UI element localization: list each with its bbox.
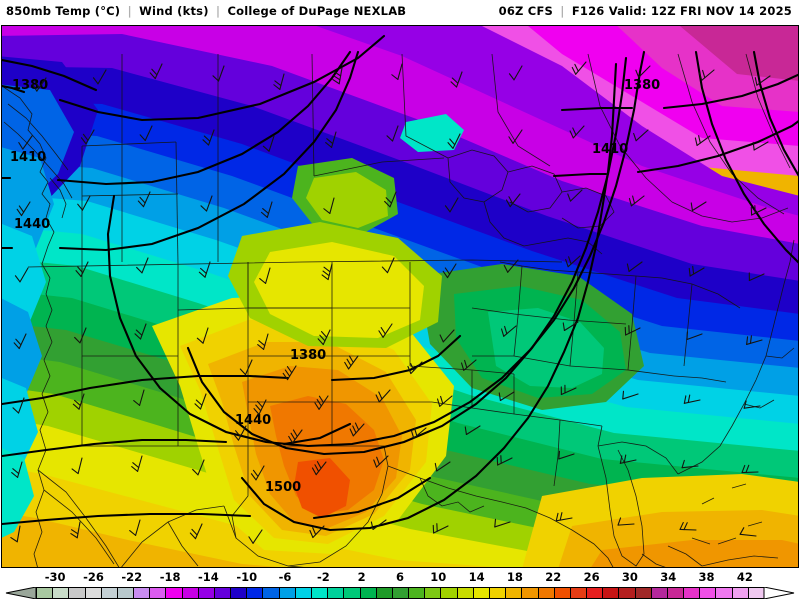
colorbar-swatch [133,587,151,599]
colorbar-swatch [731,587,749,599]
colorbar-swatch [375,587,393,599]
header-separator-1: | [127,4,132,18]
colorbar-tick-label: -18 [159,570,181,584]
contour-label-1410-ne: 1410 [592,142,628,157]
contour-label-1440-nw: 1440 [14,217,50,232]
colorbar-tick-label: 30 [621,570,638,584]
colorbar: -30 -26 -22 -18 -14 -10 -6 -2 2 6 10 14 18 22 26 30 34 38… [0,570,800,600]
colorbar-swatch [391,587,410,599]
colorbar-swatch [84,587,102,599]
colorbar-swatch [683,587,701,599]
temperature-field [2,26,798,567]
provider-label: College of DuPage NEXLAB [227,4,407,18]
colorbar-tick-label: -6 [278,570,292,584]
colorbar-swatch [553,587,571,599]
colorbar-swatch [52,587,70,599]
colorbar-swatch [408,587,426,599]
wind-barbs [10,61,771,544]
colorbar-tick-label: -14 [198,570,219,584]
colorbar-left-arrow [5,587,37,599]
colorbar-swatch [488,587,507,599]
product-label: 850mb Temp (°C) [6,4,121,18]
contour-label-1380-nw: 1380 [12,78,48,93]
colorbar-swatch [165,587,183,599]
colorbar-swatch [116,587,135,599]
colorbar-tick-label: 22 [545,570,562,584]
colorbar-swatch [246,587,264,599]
colorbar-swatch [36,587,54,599]
map-render: 1380 1410 1440 1380 1410 1380 1440 1500 [2,26,798,567]
colorbar-swatch [213,587,232,599]
colorbar-swatch [715,587,733,599]
colorbar-swatch [68,587,86,599]
colorbar-swatch [586,587,604,599]
header-title-left: 850mb Temp (°C) | Wind (kts) | College o… [6,4,406,18]
colorbar-tick-label: -30 [44,570,66,584]
model-run-label: 06Z CFS [498,4,553,18]
colorbar-swatch [602,587,620,599]
colorbar-tick-label: -2 [316,570,330,584]
overlay-label: Wind (kts) [139,4,209,18]
colorbar-swatch [505,587,523,599]
colorbar-swatch [343,587,361,599]
contour-label-1410-nw: 1410 [10,150,46,165]
colorbar-swatch [618,587,636,599]
colorbar-tick-label: -26 [83,570,104,584]
contour-label-1500-c: 1500 [265,480,301,495]
contour-label-1380-ne: 1380 [624,78,660,93]
colorbar-swatch [666,587,685,599]
colorbar-swatches [0,587,800,599]
colorbar-swatch [181,587,199,599]
colorbar-swatch [424,587,442,599]
colorbar-swatch [197,587,215,599]
colorbar-swatch [440,587,458,599]
colorbar-right-arrow [763,587,795,599]
colorbar-tick-label: 6 [395,570,405,584]
header-separator-2: | [215,4,221,18]
colorbar-swatch [634,587,652,599]
geography-outlines [2,53,795,567]
colorbar-tick-label: 34 [660,570,677,584]
header-separator-3: | [560,4,565,18]
colorbar-tick-label: 38 [698,570,715,584]
valid-time-label: F126 Valid: 12Z FRI NOV 14 2025 [571,4,792,18]
colorbar-swatch [472,587,490,599]
colorbar-swatch [230,587,248,599]
colorbar-tick-labels: -30 -26 -22 -18 -14 -10 -6 -2 2 6 10 14 18 22 26 30 34 38… [0,570,800,585]
colorbar-tick-label: 2 [357,570,366,584]
colorbar-tick-label: -10 [236,570,258,584]
colorbar-swatch [149,587,167,599]
colorbar-tick-label: 18 [506,570,523,584]
colorbar-tick-label: 42 [736,570,753,584]
contour-label-1440-c: 1440 [235,413,271,428]
colorbar-swatch [311,587,329,599]
colorbar-swatch [359,587,377,599]
colorbar-tick-label: 14 [468,570,485,584]
colorbar-swatch [747,587,765,599]
colorbar-swatch [327,587,345,599]
colorbar-swatch [294,587,313,599]
height-contours [2,34,798,532]
colorbar-swatch [278,587,296,599]
colorbar-tick-label: -22 [121,570,143,584]
colorbar-swatch [456,587,474,599]
header-bar: 850mb Temp (°C) | Wind (kts) | College o… [0,0,800,25]
colorbar-tick-label: 10 [430,570,447,584]
colorbar-swatch [100,587,118,599]
colorbar-swatch [521,587,539,599]
colorbar-tick-label: 26 [583,570,600,584]
map-canvas[interactable]: 1380 1410 1440 1380 1410 1380 1440 1500 [1,25,799,568]
colorbar-swatch [650,587,668,599]
contour-labels: 1380 1410 1440 1380 1410 1380 1440 1500 [10,78,660,495]
header-title-right: 06Z CFS | F126 Valid: 12Z FRI NOV 14 202… [499,4,792,18]
colorbar-swatch [569,587,588,599]
colorbar-swatch [262,587,280,599]
contour-label-1380-c: 1380 [290,348,326,363]
colorbar-swatch [537,587,555,599]
colorbar-swatch [699,587,717,599]
